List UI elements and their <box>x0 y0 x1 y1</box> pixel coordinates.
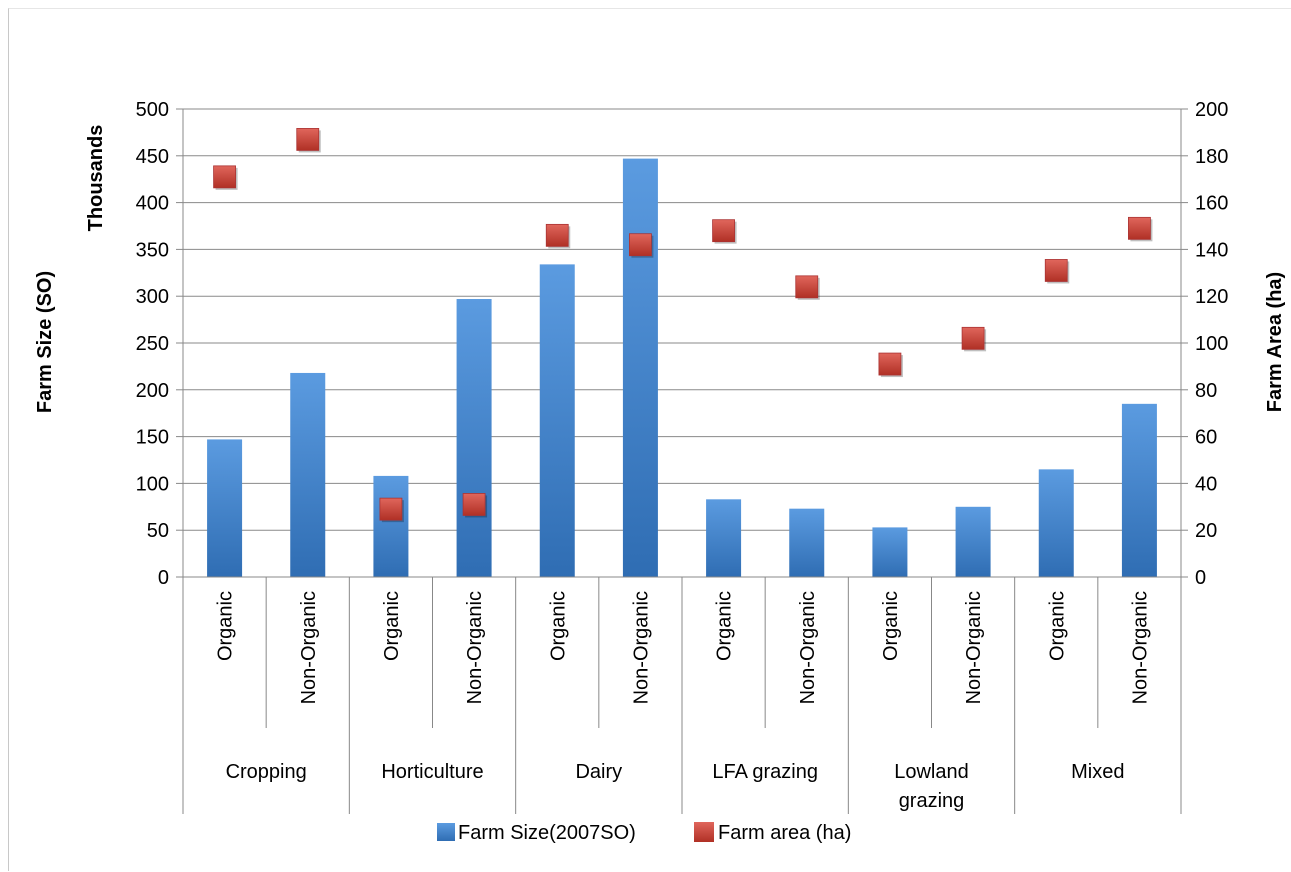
bar <box>955 506 991 577</box>
right-axis-tick-label: 100 <box>1195 333 1228 355</box>
category-label: Organic <box>1046 591 1068 661</box>
bar-series <box>207 158 1157 577</box>
marker <box>545 223 569 247</box>
bar <box>622 158 658 577</box>
category-label: Organic <box>880 591 902 661</box>
bar <box>456 299 492 577</box>
bar <box>872 527 908 577</box>
left-axis-tick-label: 150 <box>136 427 169 449</box>
marker-series <box>213 128 1153 523</box>
group-label: LFA grazing <box>712 761 818 783</box>
legend-label-marker: Farm area (ha) <box>718 822 851 844</box>
bar <box>539 264 575 577</box>
left-axis-tick-label: 400 <box>136 193 169 215</box>
right-axis-title: Farm Area (ha) <box>1264 272 1286 412</box>
marker <box>961 326 985 350</box>
marker <box>712 219 735 243</box>
marker <box>462 493 486 516</box>
right-axis-tick-label: 80 <box>1195 380 1217 402</box>
left-axis-tick-label: 250 <box>136 333 169 355</box>
chart: 0 50 100 150 200 250 300 350 400 450 500 0 20 40 60 80 1… <box>34 99 1286 844</box>
marker <box>379 497 403 521</box>
marker <box>629 233 652 257</box>
category-label: Non-Organic <box>1129 591 1151 704</box>
left-axis-tick-label: 100 <box>136 473 169 495</box>
group-label: Cropping <box>226 761 307 783</box>
axis-labels: 0 50 100 150 200 250 300 350 400 450 500 0 20 40 60 80 1… <box>34 99 1286 812</box>
group-label: Mixed <box>1071 761 1124 783</box>
bar <box>1038 469 1074 577</box>
bar <box>290 372 326 577</box>
left-axis-tick-label: 0 <box>158 567 169 589</box>
category-label: Organic <box>547 591 569 661</box>
category-label: Organic <box>381 591 403 661</box>
category-label: Non-Organic <box>630 591 652 704</box>
right-axis-tick-label: 20 <box>1195 520 1217 542</box>
left-axis-tick-label: 450 <box>136 146 169 168</box>
marker <box>878 352 902 376</box>
category-label: Non-Organic <box>298 591 320 704</box>
category-label: Non-Organic <box>797 591 819 704</box>
right-axis-tick-label: 200 <box>1195 99 1228 121</box>
left-axis-tick-label: 500 <box>136 99 169 121</box>
legend: Farm Size(2007SO) Farm area (ha) <box>437 822 851 844</box>
left-axis-tick-label: 350 <box>136 239 169 261</box>
gridlines <box>183 108 1181 531</box>
left-axis-title: Farm Size (SO) <box>34 271 56 413</box>
legend-label-bar: Farm Size(2007SO) <box>458 822 636 844</box>
category-label: Non-Organic <box>963 591 985 704</box>
marker <box>213 165 236 189</box>
left-axis-tick-label: 300 <box>136 286 169 308</box>
right-axis-tick-label: 180 <box>1195 146 1228 168</box>
group-label: grazing <box>899 790 965 812</box>
category-label: Non-Organic <box>464 591 486 704</box>
left-axis-tick-label: 50 <box>147 520 169 542</box>
right-axis-tick-label: 160 <box>1195 193 1228 215</box>
bar <box>706 499 742 577</box>
right-axis-tick-label: 40 <box>1195 473 1217 495</box>
right-axis-tick-label: 140 <box>1195 239 1228 261</box>
legend-swatch-marker <box>694 822 714 842</box>
axes <box>176 108 1188 814</box>
group-label: Lowland <box>894 761 969 783</box>
right-axis-tick-label: 60 <box>1195 427 1217 449</box>
bar <box>789 508 825 577</box>
chart-frame: 0 50 100 150 200 250 300 350 400 450 500 0 20 40 60 80 1… <box>8 8 1291 871</box>
group-label: Dairy <box>575 761 622 783</box>
bar <box>373 475 409 577</box>
marker <box>1128 216 1151 240</box>
left-axis-tick-label: 200 <box>136 380 169 402</box>
left-axis-units-label: Thousands <box>85 125 107 232</box>
group-label: Horticulture <box>381 761 483 783</box>
right-axis-tick-label: 120 <box>1195 286 1228 308</box>
right-axis-tick-label: 0 <box>1195 567 1206 589</box>
legend-swatch-bar <box>437 823 455 841</box>
category-label: Organic <box>714 591 736 661</box>
marker <box>795 275 819 299</box>
category-label: Organic <box>215 591 237 661</box>
marker <box>296 128 320 151</box>
bar <box>1121 403 1157 577</box>
bar <box>207 439 243 577</box>
marker <box>1044 259 1068 282</box>
